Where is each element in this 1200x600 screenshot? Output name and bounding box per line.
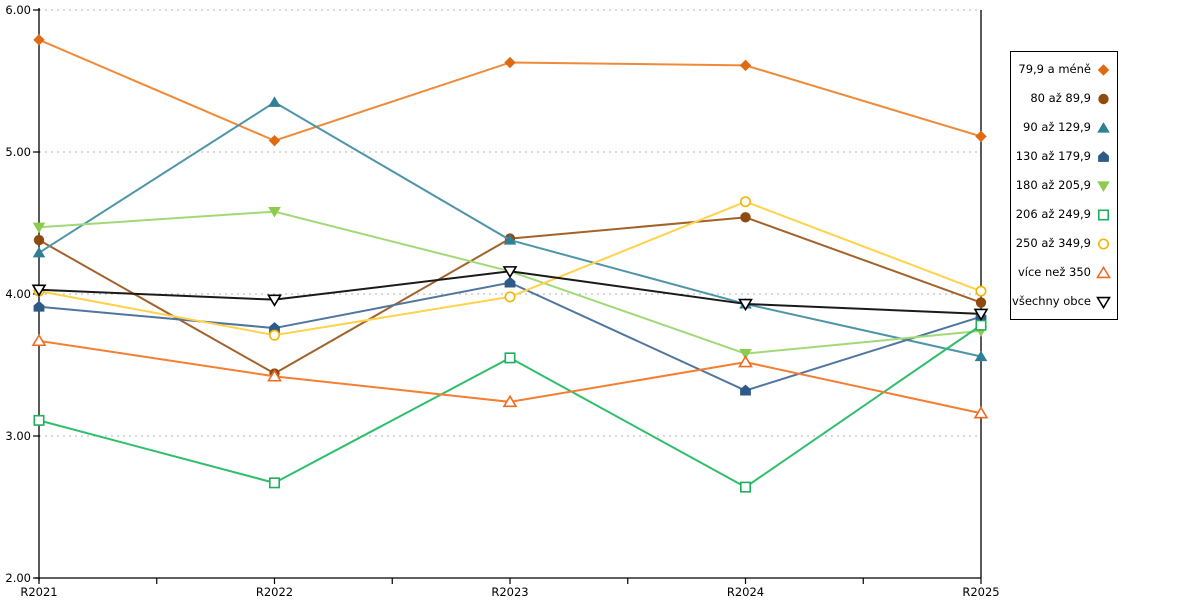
legend-marker-triangle-down-open: [1096, 296, 1111, 309]
legend-item: více než 350: [1011, 262, 1117, 284]
legend-item: 80 až 89,9: [1011, 88, 1117, 110]
data-point-marker: [1098, 151, 1109, 162]
data-point-marker: [268, 477, 280, 489]
legend-item: 206 až 249,9: [1011, 204, 1117, 226]
data-point-marker: [1097, 64, 1110, 76]
legend-marker-diamond-filled: [1097, 64, 1110, 76]
data-point-marker: [974, 350, 988, 362]
data-point-marker: [33, 300, 45, 312]
data-point-marker: [502, 394, 518, 408]
data-point-marker: [31, 284, 47, 297]
data-point-marker: [975, 319, 987, 331]
data-point-marker: [1097, 209, 1109, 221]
data-point-marker: [33, 414, 45, 426]
legend-marker-square-open: [1097, 209, 1109, 221]
data-point-marker: [269, 322, 280, 333]
data-point-marker: [267, 369, 282, 382]
data-point-marker: [268, 207, 281, 218]
legend-label: 80 až 89,9: [1030, 90, 1091, 105]
legend-label: 130 až 179,9: [1015, 148, 1091, 163]
data-point-marker: [504, 56, 516, 69]
data-point-marker: [1097, 122, 1110, 133]
data-point-marker: [33, 234, 45, 246]
x-axis-label: R2022: [256, 585, 293, 599]
data-point-marker: [1098, 93, 1109, 105]
data-point-marker: [502, 266, 518, 279]
legend-label: 180 až 205,9: [1015, 177, 1091, 192]
chart-legend: 79,9 a méně 80 až 89,9 90 až 129,9 130 až 1…: [1010, 51, 1118, 320]
data-point-marker: [504, 291, 516, 303]
y-axis-label: 6.00: [5, 3, 31, 17]
x-axis-label: R2024: [727, 585, 764, 599]
series-line: [38, 38, 982, 142]
data-point-marker: [975, 130, 987, 143]
y-axis-label: 4.00: [5, 287, 31, 301]
data-point-marker: [268, 134, 281, 147]
data-point-marker: [738, 298, 753, 312]
data-point-marker: [975, 297, 987, 308]
x-axis-label: R2021: [20, 585, 57, 599]
legend-item: 79,9 a méně: [1011, 59, 1117, 81]
legend-item: 130 až 179,9: [1011, 146, 1117, 168]
data-point-marker: [973, 308, 989, 322]
data-point-marker: [1096, 265, 1111, 279]
data-point-marker: [31, 333, 47, 347]
data-point-marker: [32, 246, 46, 258]
data-point-marker: [33, 34, 45, 46]
data-point-marker: [503, 234, 517, 245]
data-point-marker: [739, 349, 752, 360]
data-point-marker: [268, 96, 281, 107]
data-point-marker: [268, 329, 280, 341]
legend-marker-triangle-down-filled: [1097, 181, 1110, 192]
data-point-marker: [1096, 296, 1111, 309]
legend-marker-triangle-up-filled: [1097, 122, 1110, 133]
legend-marker-triangle-up-open: [1096, 265, 1111, 279]
x-axis-label: R2025: [962, 585, 999, 599]
legend-label: 79,9 a méně: [1018, 61, 1091, 76]
data-point-marker: [32, 222, 46, 234]
data-point-marker: [740, 212, 751, 223]
data-point-marker: [504, 352, 516, 364]
data-point-marker: [738, 355, 753, 368]
y-axis-label: 3.00: [5, 429, 31, 443]
data-point-marker: [1098, 238, 1109, 250]
legend-marker-pentagon-filled: [1098, 151, 1109, 162]
data-point-marker: [504, 276, 516, 288]
legend-item: 90 až 129,9: [1011, 117, 1117, 139]
legend-item: 250 až 349,9: [1011, 233, 1117, 255]
data-point-marker: [1097, 181, 1110, 192]
data-point-marker: [267, 294, 282, 307]
legend-label: všechny obce: [1012, 293, 1091, 308]
data-point-marker: [739, 59, 752, 72]
data-point-marker: [739, 196, 751, 208]
x-axis-label: R2023: [491, 585, 528, 599]
data-point-marker: [975, 285, 987, 297]
legend-label: více než 350: [1017, 264, 1091, 279]
y-axis-label: 5.00: [5, 145, 31, 159]
data-point-marker: [739, 481, 751, 493]
legend-label: 206 až 249,9: [1015, 206, 1091, 221]
legend-item: všechny obce: [1011, 291, 1117, 313]
legend-item: 180 až 205,9: [1011, 175, 1117, 197]
legend-label: 250 až 349,9: [1015, 235, 1091, 250]
legend-label: 90 až 129,9: [1023, 119, 1091, 134]
y-axis-label: 2.00: [5, 571, 31, 585]
legend-marker-circle-filled: [1098, 93, 1109, 105]
legend-marker-circle-open: [1098, 238, 1109, 250]
data-point-marker: [740, 384, 751, 396]
data-point-marker: [973, 406, 989, 419]
